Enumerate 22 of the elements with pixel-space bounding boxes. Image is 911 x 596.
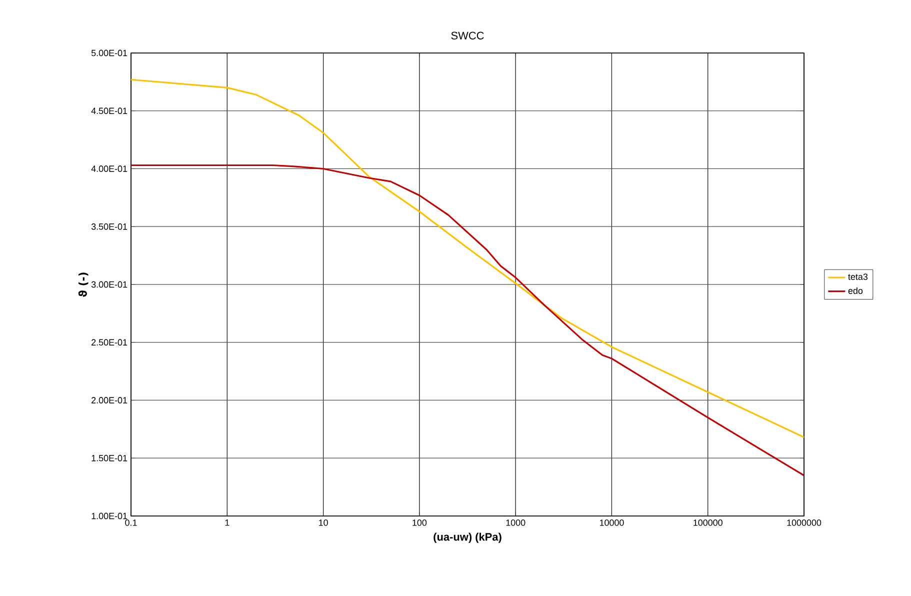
y-tick-label: 4.50E-01	[91, 108, 128, 114]
legend-label: teta3	[848, 274, 868, 280]
y-tick-label: 1.50E-01	[92, 454, 128, 462]
x-tick-label: 10000	[600, 520, 624, 526]
y-tick-label: 5.00E-01	[91, 50, 128, 56]
y-tick-label: 4.00E-01	[91, 166, 128, 172]
x-tick-label: 10	[318, 520, 328, 526]
y-axis-title: ϑ (-)	[78, 272, 88, 297]
y-tick-label: 1.00E-01	[92, 512, 128, 520]
y-tick-label: 2.50E-01	[92, 339, 128, 346]
x-tick-label: 1000000	[787, 520, 822, 526]
x-tick-label: 100	[412, 520, 427, 526]
x-axis-title: (ua-uw) (kPa)	[434, 532, 502, 543]
y-tick-label: 3.00E-01	[91, 281, 128, 288]
y-tick-label: 3.50E-01	[91, 223, 128, 230]
x-tick-label: 1000	[506, 520, 526, 526]
legend-label: edo	[848, 287, 863, 294]
y-tick-label: 2.00E-01	[92, 397, 128, 404]
chart-title: SWCC	[451, 32, 484, 40]
x-tick-label: 100000	[694, 520, 722, 526]
x-tick-label: 1	[225, 520, 230, 526]
x-tick-label: 0.1	[125, 520, 137, 526]
